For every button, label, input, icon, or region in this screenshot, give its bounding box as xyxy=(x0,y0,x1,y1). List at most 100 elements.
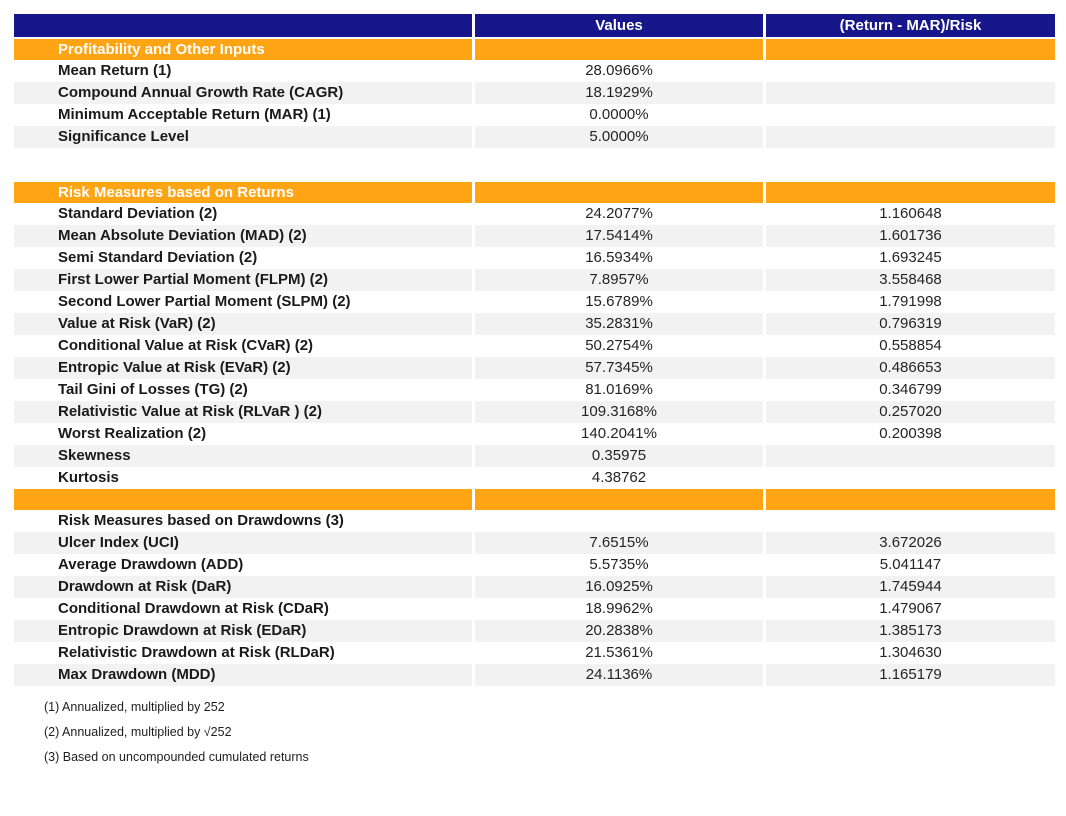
row-value-cell: 5.5735% xyxy=(475,554,763,576)
row-risk-cell: 5.041147 xyxy=(766,554,1055,576)
row-risk-cell: 0.346799 xyxy=(766,379,1055,401)
row-label-cell: Relativistic Value at Risk (RLVaR ) (2) xyxy=(14,401,472,423)
table-row: Second Lower Partial Moment (SLPM) (2) 15… xyxy=(14,291,1055,313)
row-risk-cell: 0.486653 xyxy=(766,357,1055,379)
row-value-cell: 140.2041% xyxy=(475,423,763,445)
table-row: Entropic Value at Risk (EVaR) (2) 57.7345… xyxy=(14,357,1055,379)
row-label-cell: Significance Level xyxy=(14,126,472,148)
table-row: Worst Realization (2) 140.2041% 0.200398 xyxy=(14,423,1055,445)
row-value-cell xyxy=(475,510,763,532)
table-row: Entropic Drawdown at Risk (EDaR) 20.2838%… xyxy=(14,620,1055,642)
row-risk-cell xyxy=(766,82,1055,104)
row-risk-cell: 0.200398 xyxy=(766,423,1055,445)
header-values-cell: Values xyxy=(475,14,763,37)
row-value-cell xyxy=(475,39,763,60)
row-value-cell: 21.5361% xyxy=(475,642,763,664)
section-header-row: Risk Measures based on Returns xyxy=(14,182,1055,203)
table-row: Risk Measures based on Drawdowns (3) xyxy=(14,510,1055,532)
blank-spacer-row xyxy=(14,148,1055,182)
row-value-cell: 16.5934% xyxy=(475,247,763,269)
row-value-cell: 28.0966% xyxy=(475,60,763,82)
row-risk-cell xyxy=(766,182,1055,203)
row-risk-cell: 1.693245 xyxy=(766,247,1055,269)
table-row: Conditional Drawdown at Risk (CDaR) 18.99… xyxy=(14,598,1055,620)
row-value-cell: 50.2754% xyxy=(475,335,763,357)
row-risk-cell xyxy=(766,104,1055,126)
row-risk-cell xyxy=(766,39,1055,60)
row-value-cell: 20.2838% xyxy=(475,620,763,642)
row-value-cell: 18.9962% xyxy=(475,598,763,620)
row-value-cell: 17.5414% xyxy=(475,225,763,247)
row-label-cell: Ulcer Index (UCI) xyxy=(14,532,472,554)
row-label-cell: Mean Return (1) xyxy=(14,60,472,82)
row-risk-cell xyxy=(766,489,1055,510)
row-label-cell: Second Lower Partial Moment (SLPM) (2) xyxy=(14,291,472,313)
row-value-cell: 4.38762 xyxy=(475,467,763,489)
table-row: Max Drawdown (MDD) 24.1136% 1.165179 xyxy=(14,664,1055,686)
row-risk-cell: 1.165179 xyxy=(766,664,1055,686)
row-value-cell xyxy=(475,489,763,510)
footnote-2: (2) Annualized, multiplied by √252 xyxy=(44,725,232,739)
section-header-row xyxy=(14,489,1055,510)
row-value-cell: 81.0169% xyxy=(475,379,763,401)
risk-metrics-table: Values (Return - MAR)/Risk Profitability… xyxy=(14,14,1055,770)
table-row: Kurtosis 4.38762 xyxy=(14,467,1055,489)
row-label-cell: Compound Annual Growth Rate (CAGR) xyxy=(14,82,472,104)
row-label-cell: Entropic Value at Risk (EVaR) (2) xyxy=(14,357,472,379)
table-row: Tail Gini of Losses (TG) (2) 81.0169% 0.34… xyxy=(14,379,1055,401)
row-value-cell: 7.6515% xyxy=(475,532,763,554)
row-risk-cell: 0.796319 xyxy=(766,313,1055,335)
table-row: Skewness 0.35975 xyxy=(14,445,1055,467)
row-risk-cell: 3.672026 xyxy=(766,532,1055,554)
table-row: Minimum Acceptable Return (MAR) (1) 0.000… xyxy=(14,104,1055,126)
row-risk-cell: 0.257020 xyxy=(766,401,1055,423)
table-row: Average Drawdown (ADD) 5.5735% 5.041147 xyxy=(14,554,1055,576)
row-risk-cell: 3.558468 xyxy=(766,269,1055,291)
row-label-cell: First Lower Partial Moment (FLPM) (2) xyxy=(14,269,472,291)
row-risk-cell: 0.558854 xyxy=(766,335,1055,357)
table-row: Drawdown at Risk (DaR) 16.0925% 1.745944 xyxy=(14,576,1055,598)
row-risk-cell: 1.791998 xyxy=(766,291,1055,313)
row-value-cell: 0.0000% xyxy=(475,104,763,126)
header-return-mar-risk-cell: (Return - MAR)/Risk xyxy=(766,14,1055,37)
row-label-cell: Minimum Acceptable Return (MAR) (1) xyxy=(14,104,472,126)
row-risk-cell xyxy=(766,467,1055,489)
row-value-cell xyxy=(475,182,763,203)
row-label-cell: Risk Measures based on Returns xyxy=(14,182,472,203)
row-label-cell: Drawdown at Risk (DaR) xyxy=(14,576,472,598)
table-header-row: Values (Return - MAR)/Risk xyxy=(14,14,1055,37)
row-label-cell: Conditional Value at Risk (CVaR) (2) xyxy=(14,335,472,357)
row-label-cell: Skewness xyxy=(14,445,472,467)
footnotes: (1) Annualized, multiplied by 252 (2) An… xyxy=(14,695,1055,770)
row-risk-cell xyxy=(766,510,1055,532)
row-value-cell: 0.35975 xyxy=(475,445,763,467)
footnote-3: (3) Based on uncompounded cumulated retu… xyxy=(44,750,309,764)
row-label-cell: Profitability and Other Inputs xyxy=(14,39,472,60)
row-risk-cell: 1.745944 xyxy=(766,576,1055,598)
row-label-cell: Semi Standard Deviation (2) xyxy=(14,247,472,269)
row-value-cell: 16.0925% xyxy=(475,576,763,598)
row-value-cell: 18.1929% xyxy=(475,82,763,104)
table-row: Mean Absolute Deviation (MAD) (2) 17.5414… xyxy=(14,225,1055,247)
table-row: Standard Deviation (2) 24.2077% 1.160648 xyxy=(14,203,1055,225)
row-label-cell: Tail Gini of Losses (TG) (2) xyxy=(14,379,472,401)
section-header-row: Profitability and Other Inputs xyxy=(14,39,1055,60)
row-label-cell: Mean Absolute Deviation (MAD) (2) xyxy=(14,225,472,247)
row-value-cell: 109.3168% xyxy=(475,401,763,423)
table-row: Conditional Value at Risk (CVaR) (2) 50.2… xyxy=(14,335,1055,357)
row-risk-cell xyxy=(766,60,1055,82)
header-label-cell xyxy=(14,14,472,37)
table-row: Value at Risk (VaR) (2) 35.2831% 0.796319 xyxy=(14,313,1055,335)
row-label-cell: Risk Measures based on Drawdowns (3) xyxy=(14,510,472,532)
table-row: Significance Level 5.0000% xyxy=(14,126,1055,148)
row-label-cell: Worst Realization (2) xyxy=(14,423,472,445)
row-value-cell: 57.7345% xyxy=(475,357,763,379)
row-label-cell: Average Drawdown (ADD) xyxy=(14,554,472,576)
row-risk-cell: 1.304630 xyxy=(766,642,1055,664)
row-value-cell: 15.6789% xyxy=(475,291,763,313)
table-row: Ulcer Index (UCI) 7.6515% 3.672026 xyxy=(14,532,1055,554)
row-value-cell: 35.2831% xyxy=(475,313,763,335)
row-risk-cell xyxy=(766,126,1055,148)
table-row: Semi Standard Deviation (2) 16.5934% 1.693… xyxy=(14,247,1055,269)
row-label-cell: Max Drawdown (MDD) xyxy=(14,664,472,686)
